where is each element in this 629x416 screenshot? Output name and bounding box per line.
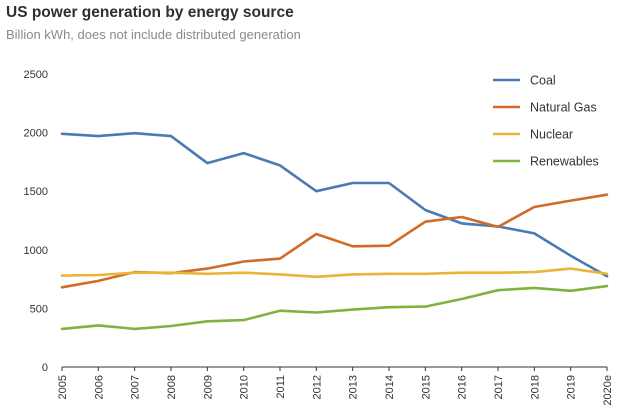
x-tick-label: 2014 (384, 375, 396, 399)
chart-title: US power generation by energy source (6, 4, 294, 21)
y-tick-label: 0 (42, 362, 48, 374)
series-line-renewables (60, 284, 609, 331)
x-tick-label: 2018 (529, 375, 541, 399)
y-tick-label: 500 (30, 303, 48, 315)
x-tick-label: 2020e (602, 375, 614, 406)
axes: 0 500 1000 1500 2000 2500 2005 2006 2007 2008 2009… (24, 69, 614, 406)
x-tick-label: 2010 (239, 375, 251, 399)
x-tick-label: 2008 (166, 375, 178, 399)
x-tick-label: 2012 (311, 375, 323, 399)
legend-label-coal: Coal (530, 74, 556, 88)
legend-label-nuclear: Nuclear (530, 128, 573, 142)
x-tick-label: 2015 (420, 375, 432, 399)
x-tick-label: 2017 (493, 375, 505, 399)
series-lines (60, 131, 609, 331)
x-tick-label: 2007 (130, 375, 142, 399)
x-tick-label: 2005 (57, 375, 69, 399)
legend-label-renewables: Renewables (530, 155, 599, 169)
x-tick-label: 2006 (93, 375, 105, 399)
series-line-nuclear (60, 267, 609, 279)
legend: Coal Natural Gas Nuclear Renewables (493, 74, 599, 169)
legend-label-natural-gas: Natural Gas (530, 101, 597, 115)
y-tick-label: 1500 (24, 186, 48, 198)
x-tick-label: 2011 (275, 375, 287, 399)
x-tick-label: 2019 (566, 375, 578, 399)
x-tick-label: 2016 (457, 375, 469, 399)
y-tick-label: 2000 (24, 128, 48, 140)
chart-subtitle: Billion kWh, does not include distribute… (6, 27, 301, 42)
y-tick-label: 1000 (24, 245, 48, 257)
x-tick-label: 2013 (348, 375, 360, 399)
x-tick-label: 2009 (202, 375, 214, 399)
y-tick-label: 2500 (24, 69, 48, 81)
series-line-coal (60, 131, 609, 278)
